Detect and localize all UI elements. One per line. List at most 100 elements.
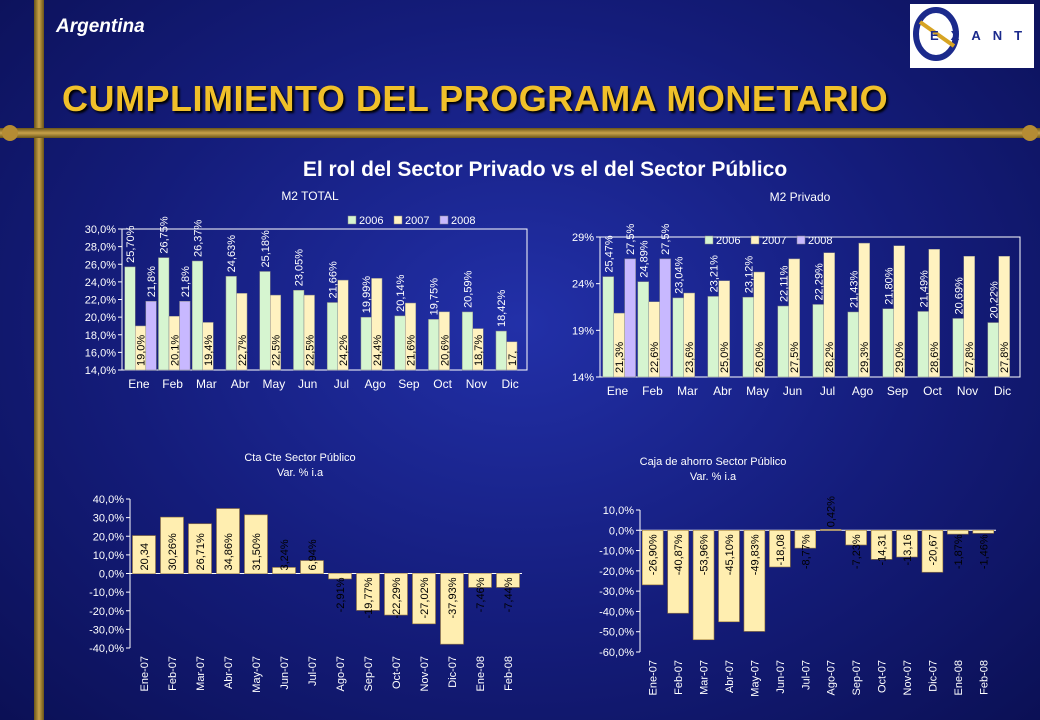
x-tick-label: May <box>263 377 286 391</box>
y-tick-label: 29% <box>572 232 594 244</box>
x-tick-label: Feb-08 <box>503 656 515 691</box>
bar-2007 <box>998 256 1010 378</box>
bar <box>272 567 296 574</box>
data-label: -20,67 <box>927 534 939 565</box>
x-tick-label: Jun <box>298 377 317 391</box>
x-tick-label: Mar-07 <box>195 656 207 691</box>
data-label: 29,0% <box>894 342 906 373</box>
bar <box>216 508 240 574</box>
page-subtitle: El rol del Sector Privado vs el del Sect… <box>302 158 788 181</box>
bar-2006 <box>259 271 271 371</box>
bar <box>794 529 817 549</box>
x-tick-label: Mar <box>677 384 698 398</box>
bar <box>845 529 867 546</box>
y-tick-label: 22,0% <box>85 295 116 307</box>
bar-2006 <box>124 266 136 371</box>
data-label: 28,2% <box>824 342 836 373</box>
x-tick-label: Abr <box>231 377 250 391</box>
data-label: 25,0% <box>719 342 731 373</box>
legend-label: 2007 <box>405 215 429 227</box>
data-label: 21,8% <box>180 266 192 297</box>
legend-label: 2007 <box>762 235 786 247</box>
y-tick-label: 10,0% <box>603 505 634 517</box>
y-tick-label: 30,0% <box>93 513 124 525</box>
bar-2006 <box>495 330 507 371</box>
legend-swatch <box>393 215 403 225</box>
x-tick-label: May-07 <box>749 660 761 697</box>
bar <box>412 573 436 625</box>
page-title: CUMPLIMIENTO DEL PROGRAMA MONETARIO <box>62 78 889 119</box>
data-label: 21,80% <box>883 267 895 305</box>
data-label: 34,86% <box>223 533 235 571</box>
data-label: -13,16 <box>902 534 914 565</box>
data-label: -14,31 <box>877 534 889 565</box>
data-label: 20,34 <box>139 543 151 571</box>
bar <box>356 573 380 611</box>
data-label: 22,5% <box>304 335 316 366</box>
data-label: -18,08 <box>775 534 787 565</box>
bar-2007 <box>753 271 765 378</box>
x-tick-label: Nov <box>957 384 978 398</box>
legend-label: 2006 <box>716 235 740 247</box>
bar <box>972 529 995 534</box>
x-tick-label: May-07 <box>251 656 263 693</box>
data-label: 26,71% <box>195 533 207 571</box>
bar <box>819 529 842 531</box>
data-label: 25,18% <box>260 230 272 268</box>
data-label: 27,8% <box>964 342 976 373</box>
y-tick-label: 26,0% <box>85 259 116 271</box>
bar-2007 <box>788 258 800 378</box>
y-tick-label: 0,0% <box>99 569 124 581</box>
chart-title: Cta Cte Sector Público <box>244 452 355 464</box>
x-tick-label: Feb-07 <box>167 656 179 691</box>
y-tick-label: 20,0% <box>85 312 116 324</box>
data-label: -19,77% <box>363 577 375 618</box>
x-tick-label: Nov <box>466 377 487 391</box>
data-label: 6,94% <box>307 539 319 570</box>
plot-area <box>599 236 1021 378</box>
bar-2006 <box>952 318 964 378</box>
data-label: 22,5% <box>271 335 283 366</box>
bar-2007 <box>202 322 214 371</box>
data-label: 21,66% <box>327 261 339 299</box>
data-label: 20,22% <box>988 281 1000 319</box>
chart-title: Caja de ahorro Sector Público <box>640 456 787 468</box>
x-tick-label: May <box>746 384 769 398</box>
data-label: 23,6% <box>684 342 696 373</box>
bar-2007 <box>472 328 484 371</box>
data-label: 19,99% <box>361 276 373 314</box>
bar-2006 <box>158 257 170 371</box>
x-tick-label: Sep-07 <box>851 660 863 695</box>
bar <box>328 573 352 580</box>
data-label: -27,02% <box>419 577 431 618</box>
data-label: -22,29% <box>391 577 403 618</box>
x-tick-label: Oct <box>433 377 452 391</box>
legend-swatch <box>750 235 760 245</box>
data-label: 25,70% <box>125 225 137 263</box>
bar-2007 <box>236 293 248 371</box>
data-label: -7,44% <box>503 577 515 612</box>
x-tick-label: Sep <box>398 377 420 391</box>
chart-title: M2 Privado <box>770 190 831 204</box>
data-label: 26,37% <box>192 219 204 257</box>
x-tick-label: Ene-08 <box>953 660 965 695</box>
x-tick-label: Sep <box>887 384 909 398</box>
data-label: 23,05% <box>294 249 306 287</box>
x-tick-label: Mar-07 <box>699 660 711 695</box>
y-tick-label: -10,0% <box>599 546 634 558</box>
bar <box>743 529 766 632</box>
x-tick-label: Dic <box>501 377 518 391</box>
data-label: 0,42% <box>826 496 838 527</box>
bar-2008 <box>145 301 157 371</box>
data-label: 30,26% <box>167 533 179 571</box>
x-tick-label: Jul <box>820 384 835 398</box>
data-label: 24,2% <box>338 335 350 366</box>
chart-subtitle: Var. % i.a <box>277 467 324 479</box>
x-tick-label: Oct-07 <box>391 656 403 689</box>
bar-2007 <box>269 294 282 371</box>
bar-2007 <box>371 278 383 371</box>
y-tick-label: -20,0% <box>599 566 634 578</box>
x-tick-label: Ago-07 <box>335 656 347 691</box>
bar-2006 <box>326 302 338 371</box>
bar-2006 <box>742 296 754 378</box>
